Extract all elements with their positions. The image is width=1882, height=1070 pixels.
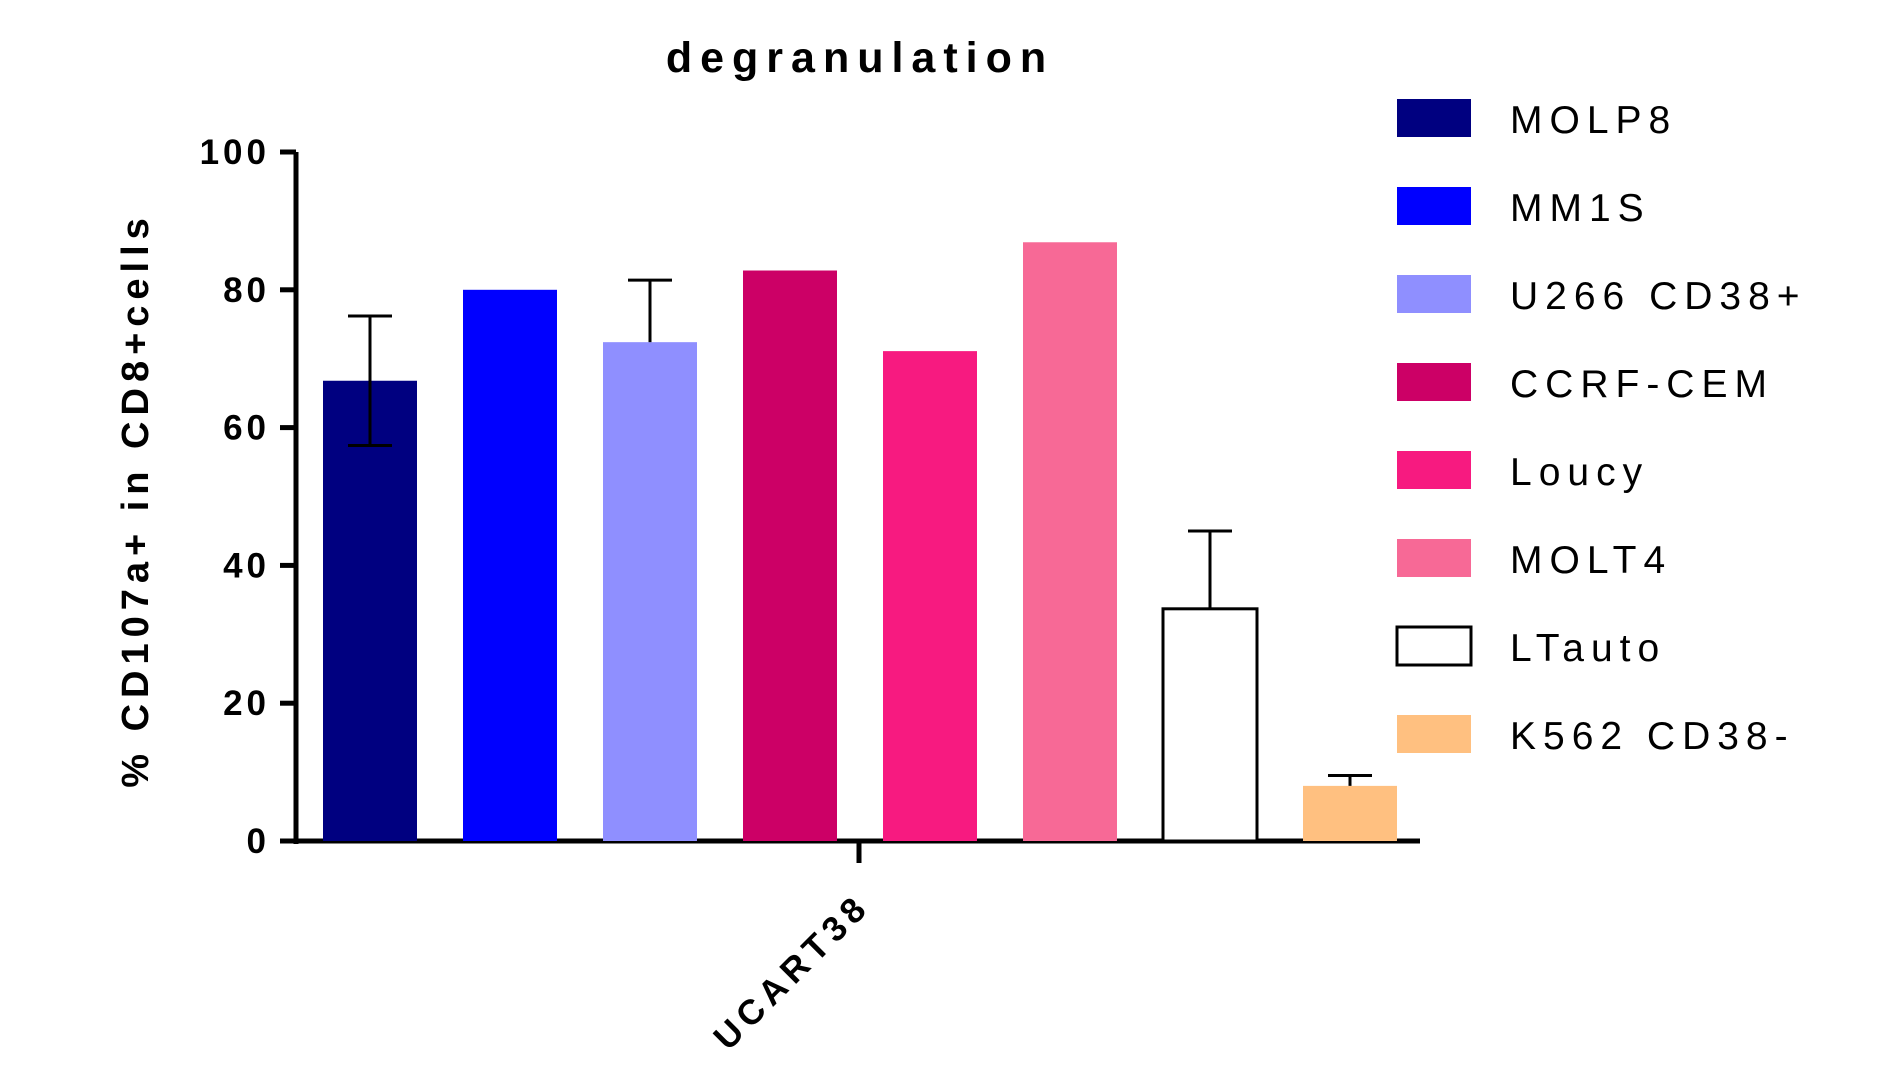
- legend-swatch-ltauto: [1395, 625, 1473, 667]
- y-tick-label: 0: [247, 822, 270, 861]
- y-tick-label: 60: [223, 409, 270, 448]
- legend-swatch-loucy: [1397, 451, 1471, 489]
- y-tick-label: 40: [223, 546, 270, 585]
- legend-label-molp8: MOLP8: [1510, 99, 1677, 142]
- bar-u266-cd38: [603, 342, 697, 841]
- plot-area: 0 20 40 60 80 100 UCART38: [200, 133, 1420, 1057]
- bar-molt4: [1023, 242, 1117, 841]
- legend-swatch-ccrf-cem: [1397, 363, 1471, 401]
- legend-swatch-u266-cd38: [1397, 275, 1471, 313]
- bar-ltauto: [1161, 607, 1259, 843]
- bar-mm1s: [463, 289, 557, 841]
- bar-loucy: [883, 351, 977, 841]
- y-tick-label: 80: [223, 271, 270, 310]
- y-axis-label: % CD107a+ in CD8+cells: [115, 212, 157, 788]
- legend-label-k562-cd38: K562 CD38-: [1510, 715, 1795, 758]
- legend-label-loucy: Loucy: [1510, 451, 1649, 494]
- x-category-label: UCART38: [706, 886, 877, 1057]
- legend-swatch-mm1s: [1397, 187, 1471, 225]
- legend-label-ccrf-cem: CCRF-CEM: [1510, 363, 1774, 406]
- bar-ccrf-cem: [743, 270, 837, 841]
- legend-swatch-molp8: [1397, 99, 1471, 137]
- legend-label-molt4: MOLT4: [1510, 539, 1672, 582]
- legend-label-mm1s: MM1S: [1510, 187, 1651, 230]
- chart-title: degranulation: [666, 34, 1054, 82]
- y-tick-label: 20: [223, 684, 270, 723]
- bar-molp8: [323, 380, 417, 841]
- legend-label-u266-cd38: U266 CD38+: [1510, 275, 1807, 318]
- y-tick-label: 100: [200, 133, 270, 172]
- legend-swatch-molt4: [1397, 539, 1471, 577]
- bar-k562-cd38: [1303, 785, 1397, 841]
- legend-swatch-k562-cd38: [1397, 715, 1471, 753]
- legend: MOLP8 MM1S U266 CD38+ CCRF-CEM Loucy MOLT4 LTa…: [1395, 99, 1807, 758]
- legend-label-ltauto: LTauto: [1510, 627, 1666, 670]
